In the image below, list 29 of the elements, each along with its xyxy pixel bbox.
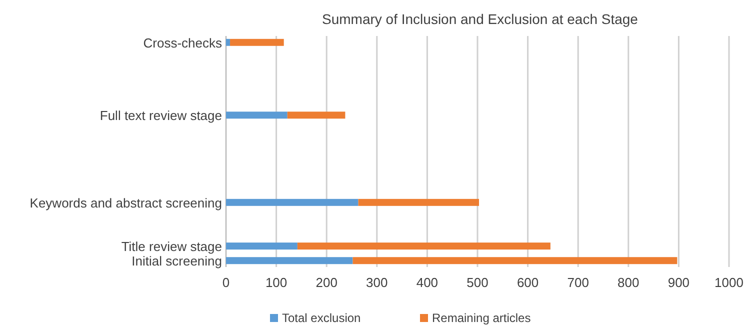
bar [226,242,298,250]
x-tick-label: 500 [466,275,488,290]
bar [226,257,353,264]
bar [226,38,230,46]
x-tick-label: 400 [416,275,438,290]
x-tick-label: 100 [265,275,288,290]
x-tick-label: 700 [567,275,589,290]
bar [226,198,358,206]
x-tick-label: 600 [516,275,539,290]
bar [297,242,550,250]
legend-label: Remaining articles [432,311,531,325]
bar [230,38,284,46]
x-tick-label: 0 [222,275,230,290]
y-tick-label: Initial screening [132,254,222,269]
x-tick-label: 200 [316,275,338,290]
y-tick-label: Title review stage [121,239,222,254]
bar [226,112,288,119]
bar [358,198,480,206]
legend-label: Total exclusion [282,311,361,325]
x-tick-label: 1000 [714,275,744,290]
x-tick-label: 300 [366,275,388,290]
chart-title: Summary of Inclusion and Exclusion at each Stage [322,11,638,27]
y-tick-label: Full text review stage [100,108,222,124]
x-tick-label: 800 [618,275,640,290]
bar [287,112,346,119]
y-tick-label: Cross-checks [143,35,222,50]
y-tick-label: Keywords and abstract screening [30,195,222,210]
bar [352,257,678,264]
x-tick-label: 900 [668,275,690,290]
